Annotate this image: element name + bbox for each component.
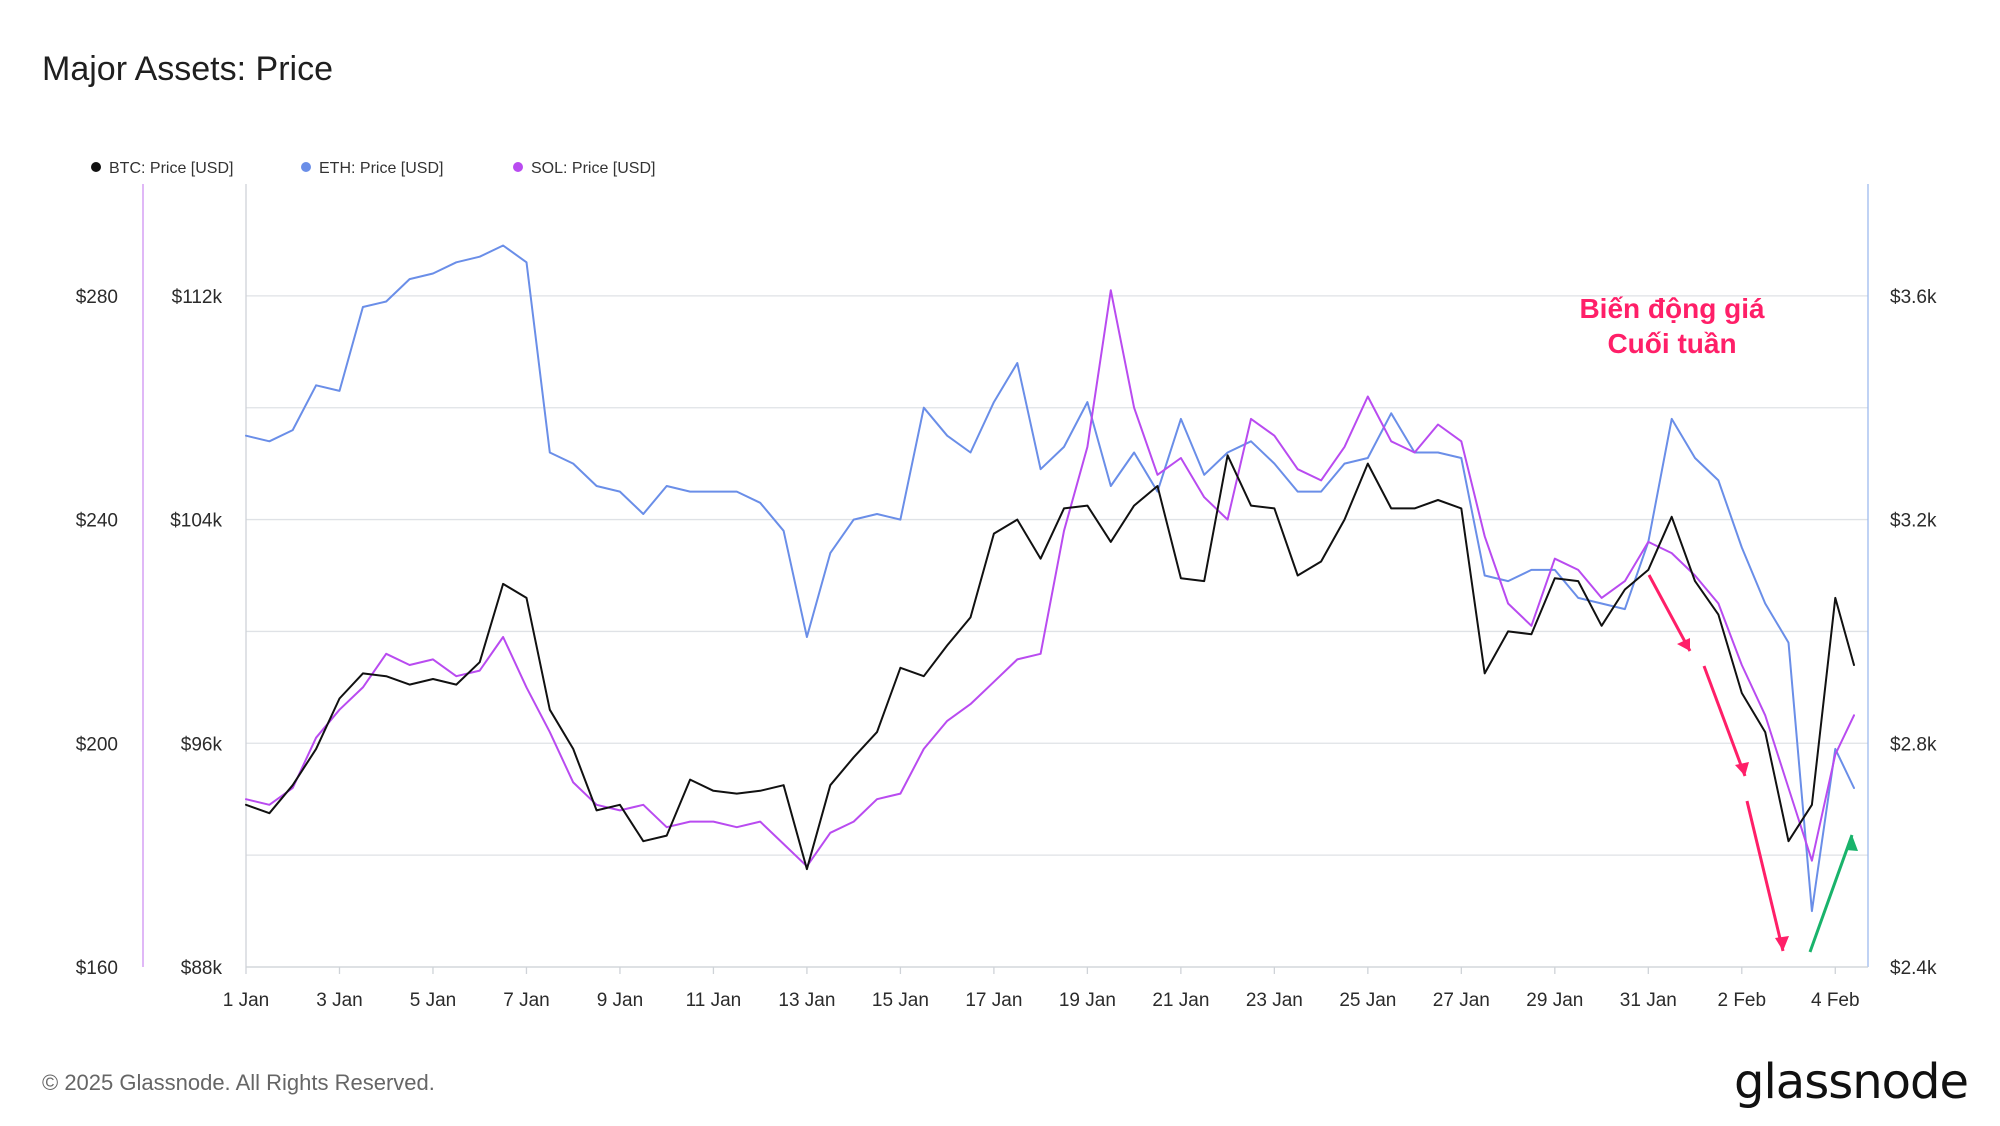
down-arrow-2 [1702, 665, 1749, 777]
btc-tick-label-0: $112k [172, 287, 223, 308]
eth-tick-label-0: $3.6k [1890, 287, 1937, 308]
legend-item-btc[interactable]: BTC: Price [USD] [91, 160, 233, 177]
sol-tick-label-2: $200 [76, 734, 118, 755]
series-line-sol[interactable] [245, 289, 1855, 868]
x-tick-label-1: 3 Jan [316, 990, 362, 1011]
eth-tick-label-1: $3.2k [1890, 511, 1937, 532]
sol-tick-label-3: $160 [76, 958, 118, 979]
legend-item-sol[interactable]: SOL: Price [USD] [513, 160, 655, 177]
legend-marker-btc [91, 162, 101, 172]
annotation-layer: Biến động giá Cuối tuần [1579, 293, 1858, 953]
x-tick-label-13: 27 Jan [1433, 990, 1490, 1011]
sol-tick-label-1: $240 [76, 511, 118, 532]
axis-layer: $280 $240 $200 $160 $112k $104k $96k $88k $3.6k $… [76, 184, 1937, 1011]
legend-marker-eth [301, 162, 311, 172]
x-tick-label-6: 13 Jan [778, 990, 835, 1011]
x-tick-label-2: 5 Jan [410, 990, 456, 1011]
series-line-eth[interactable] [245, 244, 1855, 913]
series-layer [245, 244, 1855, 913]
glassnode-logo: glassnode [1733, 1054, 1969, 1110]
legend-label-eth: ETH: Price [USD] [319, 160, 443, 177]
sol-tick-label-0: $280 [76, 287, 118, 308]
x-tick-label-12: 25 Jan [1339, 990, 1396, 1011]
legend-label-sol: SOL: Price [USD] [531, 160, 655, 177]
x-tick-label-5: 11 Jan [686, 990, 742, 1011]
x-tick-label-16: 2 Feb [1717, 990, 1766, 1011]
eth-tick-label-2: $2.8k [1890, 734, 1937, 755]
x-tick-label-17: 4 Feb [1811, 990, 1860, 1011]
btc-tick-label-1: $104k [170, 511, 222, 532]
chart-title: Major Assets: Price [42, 50, 333, 88]
legend: BTC: Price [USD] ETH: Price [USD] SOL: P… [91, 160, 655, 177]
x-tick-label-10: 21 Jan [1152, 990, 1209, 1011]
legend-label-btc: BTC: Price [USD] [109, 160, 233, 177]
x-tick-label-4: 9 Jan [597, 990, 643, 1011]
x-tick-label-15: 31 Jan [1620, 990, 1677, 1011]
x-tick-label-9: 19 Jan [1059, 990, 1116, 1011]
x-tick-label-7: 15 Jan [872, 990, 929, 1011]
copyright-text: © 2025 Glassnode. All Rights Reserved. [42, 1070, 435, 1095]
x-tick-label-11: 23 Jan [1246, 990, 1303, 1011]
legend-item-eth[interactable]: ETH: Price [USD] [301, 160, 443, 177]
down-arrow-3 [1745, 800, 1789, 952]
x-tick-label-8: 17 Jan [965, 990, 1022, 1011]
series-line-btc[interactable] [245, 454, 1855, 871]
up-arrow [1808, 834, 1858, 953]
x-tick-label-3: 7 Jan [503, 990, 549, 1011]
down-arrow-1 [1647, 574, 1692, 652]
x-tick-label-0: 1 Jan [223, 990, 269, 1011]
btc-tick-label-2: $96k [181, 734, 223, 755]
annotation-line2: Cuối tuần [1607, 328, 1736, 359]
annotation-line1: Biến động giá [1579, 293, 1765, 324]
btc-tick-label-3: $88k [181, 958, 223, 979]
eth-tick-label-3: $2.4k [1890, 958, 1937, 979]
x-tick-label-14: 29 Jan [1526, 990, 1583, 1011]
legend-marker-sol [513, 162, 523, 172]
